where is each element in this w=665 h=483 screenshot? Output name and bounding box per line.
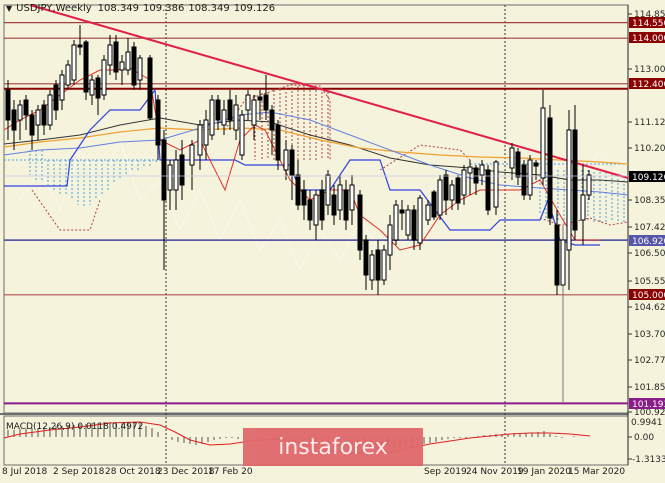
time-label: 15 Mar 2020 <box>568 467 626 477</box>
svg-text:114.850: 114.850 <box>634 10 665 20</box>
svg-text:105.000: 105.000 <box>632 291 665 301</box>
candlesticks <box>5 25 592 403</box>
svg-text:103.700: 103.700 <box>634 330 665 340</box>
svg-text:105.550: 105.550 <box>634 277 665 287</box>
svg-text:107.425: 107.425 <box>634 223 665 233</box>
triangle-down-icon[interactable]: ▼ <box>6 4 13 13</box>
instaforex-watermark: instaforex <box>243 428 423 466</box>
time-label: 19 Jan 2020 <box>517 467 571 477</box>
resistance-trendline[interactable] <box>29 4 629 179</box>
svg-text:106.920: 106.920 <box>632 237 665 247</box>
close-value: 109.126 <box>233 3 276 14</box>
svg-text:114.000: 114.000 <box>632 34 665 44</box>
svg-text:112.400: 112.400 <box>632 80 665 90</box>
macd-label: MACD(12,26,9) 0.0118 0.4972 <box>6 422 146 432</box>
time-label: 24 Nov 2019 <box>466 467 524 477</box>
time-label: 17 Feb 20 <box>208 467 253 477</box>
macd-name: MACD(12,26,9) <box>6 422 75 432</box>
time-label: 8 Jul 2018 <box>2 467 48 477</box>
svg-text:111.125: 111.125 <box>634 118 665 128</box>
svg-text:109.126: 109.126 <box>632 173 665 183</box>
ichimoku-cloud-bearish <box>31 84 629 231</box>
svg-text:106.500: 106.500 <box>634 249 665 259</box>
svg-text:102.775: 102.775 <box>634 356 665 366</box>
macd-signal-value: 0.4972 <box>111 422 144 432</box>
svg-text:101.850: 101.850 <box>634 383 665 393</box>
svg-text:110.200: 110.200 <box>634 144 665 154</box>
svg-text:108.350: 108.350 <box>634 196 665 206</box>
macd-axis: 0.9941 0.00 -1.3133 <box>628 418 665 465</box>
svg-text:0.00: 0.00 <box>634 433 654 443</box>
time-label: 2 Sep 2018 <box>53 467 105 477</box>
ohlc-values: 108.349 109.386 108.349 109.126 <box>98 3 279 14</box>
svg-text:0.9941: 0.9941 <box>631 418 663 428</box>
level-tags: 114.550 114.000 112.400 109.126 106.920 … <box>629 17 665 410</box>
high-value: 109.386 <box>143 3 185 14</box>
svg-text:101.193: 101.193 <box>632 400 665 410</box>
kijun-line <box>4 88 600 246</box>
time-label: 23 Dec 2018 <box>157 467 215 477</box>
svg-text:113.000: 113.000 <box>634 65 665 75</box>
chart-title-bar: ▼ USDJPY,Weekly 108.349 109.386 108.349 109.1… <box>6 3 279 14</box>
symbol-label: USDJPY,Weekly <box>16 3 92 14</box>
svg-text:114.550: 114.550 <box>632 19 665 29</box>
time-label: 28 Oct 2018 <box>105 467 161 477</box>
ma-orange <box>3 127 629 165</box>
open-value: 108.349 <box>97 3 140 14</box>
svg-text:100.925: 100.925 <box>634 408 665 418</box>
price-axis: 114.850 113.000 111.125 110.200 108.350 … <box>628 10 665 418</box>
macd-main-value: 0.0118 <box>77 422 109 432</box>
low-value: 108.349 <box>188 3 230 14</box>
time-label: Sep 2019 <box>424 467 467 477</box>
svg-text:104.625: 104.625 <box>634 303 665 313</box>
svg-text:-1.3133: -1.3133 <box>632 455 665 465</box>
